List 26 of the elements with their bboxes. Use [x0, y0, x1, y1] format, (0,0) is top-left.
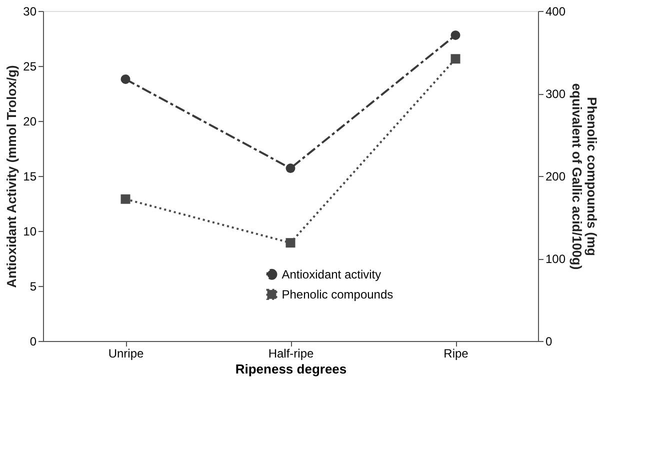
- y-tick-label: 25: [23, 60, 37, 74]
- x-axis-title: Ripeness degrees: [235, 362, 347, 376]
- y2-axis-title: Phenolic compounds (mg equivalent of Gallic acid/100g): [570, 83, 600, 270]
- y-tick-label: 20: [23, 114, 37, 128]
- point: [286, 164, 296, 174]
- point: [120, 74, 130, 84]
- y2-tick-label: 400: [546, 4, 566, 18]
- y2-tick-label: 0: [546, 334, 552, 348]
- y2-tick-label: 100: [546, 252, 566, 266]
- x-tick-label: Ripe: [444, 346, 469, 360]
- y-tick-label: 15: [23, 170, 37, 184]
- point: [450, 30, 460, 40]
- y2-tick-label: 300: [546, 87, 566, 101]
- point: [286, 238, 296, 248]
- y-tick-label: 30: [23, 4, 37, 18]
- x-tick-label: Unripe: [108, 346, 144, 360]
- y-tick-label: 5: [30, 280, 37, 294]
- legend-label: Phenolic compounds: [282, 287, 394, 302]
- y-axis-title: Antioxidant Activity (mmol Trolox/g): [4, 65, 20, 288]
- legend-label: Antioxidant activity: [282, 267, 382, 282]
- y2-tick-label: 200: [546, 170, 566, 184]
- y-tick-label: 0: [30, 334, 37, 348]
- point: [450, 54, 460, 64]
- y-tick-label: 10: [23, 224, 37, 238]
- point: [120, 194, 130, 204]
- x-tick-label: Half-ripe: [268, 346, 314, 360]
